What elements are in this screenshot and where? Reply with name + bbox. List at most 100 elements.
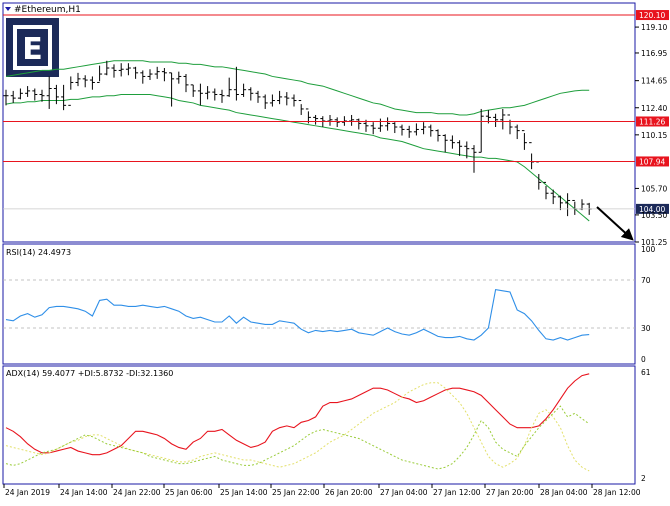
- symbol-title: #Ethereum,H1: [14, 5, 81, 15]
- time-tick-label: 28 Jan 12:00: [593, 488, 641, 497]
- price-bar: [75, 72, 81, 87]
- price-bar: [248, 87, 254, 101]
- price-bar: [17, 88, 23, 100]
- time-tick-label: 27 Jan 04:00: [380, 488, 428, 497]
- price-bar: [205, 86, 211, 100]
- price-bar: [125, 63, 131, 76]
- price-bar: [349, 114, 355, 126]
- price-bar: [169, 72, 175, 107]
- price-bar: [392, 122, 398, 134]
- price-bar: [457, 140, 463, 156]
- time-tick-label: 25 Jan 06:00: [165, 488, 213, 497]
- price-bar: [133, 66, 139, 79]
- price-bar: [277, 90, 283, 105]
- price-bar: [557, 195, 563, 211]
- current-price-badge: [636, 203, 669, 214]
- time-tick-label: 27 Jan 20:00: [486, 488, 534, 497]
- price-bar: [493, 113, 499, 128]
- time-tick-label: 27 Jan 12:00: [433, 488, 481, 497]
- price-bar: [104, 60, 110, 76]
- price-bar: [435, 129, 441, 142]
- price-bar: [89, 76, 95, 90]
- price-bar: [269, 94, 275, 107]
- price-bar: [327, 114, 333, 126]
- bollinger-upper-band: [5, 60, 590, 116]
- time-tick-label: 28 Jan 04:00: [540, 488, 588, 497]
- price-bar: [46, 76, 52, 109]
- adx-axis: 61 2: [641, 368, 651, 483]
- price-bar: [471, 145, 477, 173]
- adx-series-line: [5, 373, 590, 456]
- price-bar: [97, 65, 103, 83]
- horizontal-levels: 120.10 111.26 107.94 104.00: [3, 10, 669, 214]
- price-tick-label: 110.15: [641, 131, 667, 140]
- bollinger-lower-band: [5, 94, 590, 222]
- level-badge: [636, 156, 669, 167]
- price-bar: [421, 122, 427, 135]
- time-tick-label: 24 Jan 2019: [5, 488, 50, 497]
- price-bar: [529, 142, 535, 170]
- adx-title: ADX(14) 59.4077 +DI:5.8732 -DI:32.1360: [6, 369, 173, 378]
- price-bar: [449, 135, 455, 149]
- adx-tick-label: 61: [641, 368, 651, 377]
- price-bar: [140, 70, 146, 84]
- candlestick-series: [3, 60, 592, 217]
- time-tick-label: 24 Jan 14:00: [60, 488, 108, 497]
- price-bar: [478, 108, 484, 153]
- rsi-panel-frame: [2, 243, 636, 365]
- price-bar: [262, 94, 268, 109]
- price-bar: [514, 124, 520, 140]
- price-bar: [370, 122, 376, 135]
- logo-letter: E: [22, 32, 43, 67]
- price-bar: [154, 66, 160, 79]
- price-bar: [464, 141, 470, 159]
- rsi-axis: 100 70 30 0: [641, 245, 656, 364]
- price-bar: [233, 66, 239, 101]
- price-bar: [399, 124, 405, 136]
- price-panel-frame: [2, 2, 636, 243]
- price-bar: [190, 84, 196, 97]
- level-label: 120.10: [639, 11, 665, 20]
- price-bar: [550, 189, 556, 205]
- price-bar: [25, 86, 31, 97]
- price-bar: [3, 89, 9, 106]
- price-bar: [197, 83, 203, 106]
- forecast-arrow: [596, 206, 634, 241]
- price-bar: [442, 134, 448, 153]
- time-tick-label: 25 Jan 14:00: [220, 488, 268, 497]
- price-bar: [291, 94, 297, 107]
- time-tick-label: 24 Jan 22:00: [113, 488, 161, 497]
- symbol-dropdown-icon[interactable]: [5, 7, 11, 11]
- price-bar: [521, 130, 527, 150]
- bollinger-bands: [5, 60, 590, 222]
- price-bar: [284, 92, 290, 106]
- price-bar: [147, 69, 153, 81]
- price-bar: [385, 117, 391, 131]
- price-bar: [82, 75, 88, 88]
- price-bar: [507, 114, 513, 135]
- time-tick-label: 25 Jan 22:00: [272, 488, 320, 497]
- price-bar: [212, 88, 218, 101]
- price-bar: [298, 100, 304, 115]
- price-tick-label: 105.70: [641, 184, 667, 193]
- price-bar: [500, 108, 506, 130]
- price-bar: [53, 84, 59, 105]
- level-badge: [636, 10, 669, 21]
- price-bar: [161, 68, 167, 82]
- price-bar: [377, 118, 383, 132]
- price-bar: [536, 161, 542, 190]
- price-bar: [565, 193, 571, 217]
- level-label: 111.26: [639, 117, 665, 126]
- price-bar: [219, 89, 225, 103]
- level-badge: [636, 116, 669, 127]
- price-bar: [543, 181, 549, 200]
- price-bar: [313, 114, 319, 125]
- price-bar: [406, 125, 412, 138]
- price-bar: [32, 88, 38, 101]
- adx-tick-label: 2: [641, 474, 646, 483]
- price-bar: [226, 77, 232, 97]
- price-tick-label: 114.65: [641, 77, 667, 86]
- price-bar: [428, 124, 434, 137]
- adx-panel-frame: [2, 365, 636, 485]
